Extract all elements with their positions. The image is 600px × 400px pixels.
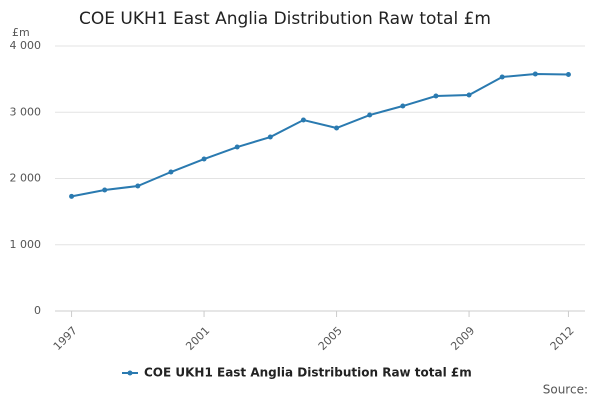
x-tick-label: 1997 [51,324,80,353]
point [367,112,373,118]
point [300,117,306,123]
point [532,71,538,77]
point [102,187,108,193]
y-tick-label: 1 000 [10,238,42,251]
series-line [71,73,569,198]
x-tick-label: 2005 [316,324,345,353]
source: Source: [543,383,588,397]
y-tick-label: 0 [34,304,41,317]
point [201,156,207,162]
point [267,134,273,140]
y-tick-label: 3 000 [10,105,42,118]
legend-marker [127,370,133,376]
x-tick-label: 2012 [548,324,577,353]
point [433,93,439,99]
legend-label: COE UKH1 East Anglia Distribution Raw to… [144,366,472,380]
point [135,183,141,189]
point [400,103,406,109]
chart-title: COE UKH1 East Anglia Distribution Raw to… [79,9,491,29]
point [499,74,505,80]
point [168,169,174,175]
point [69,193,75,199]
x-tick-label: 2001 [183,324,212,353]
x-tick-label: 2009 [448,324,477,353]
y-axis-label: £m [12,26,30,39]
point [334,125,340,131]
point [466,92,472,98]
point [565,71,571,77]
point [234,144,240,150]
y-tick-label: 4 000 [10,39,42,52]
y-tick-label: 2 000 [10,172,42,185]
